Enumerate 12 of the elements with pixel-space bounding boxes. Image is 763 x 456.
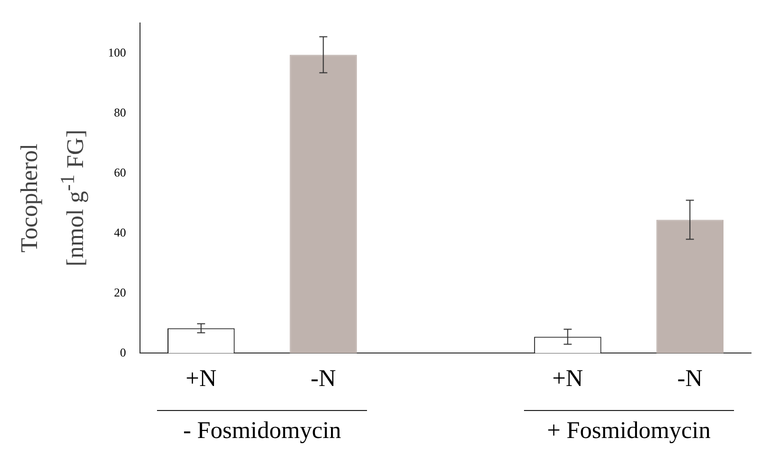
y-tick-label: 80 — [114, 105, 126, 120]
x-tick-label: -N — [310, 366, 336, 392]
y-tick-label: 20 — [114, 285, 126, 300]
x-tick-label: -N — [677, 366, 703, 392]
y-tick-label: 40 — [114, 225, 126, 240]
x-tick-label: +N — [552, 366, 584, 392]
y-tick-label: 100 — [108, 45, 126, 60]
text: + Fosmidomycin — [546, 418, 712, 445]
y-tick-label: 60 — [114, 165, 126, 180]
x-tick-label: +N — [186, 366, 217, 392]
y-tick-label: 0 — [120, 345, 126, 360]
text: - Fosmidomycin — [182, 418, 342, 445]
